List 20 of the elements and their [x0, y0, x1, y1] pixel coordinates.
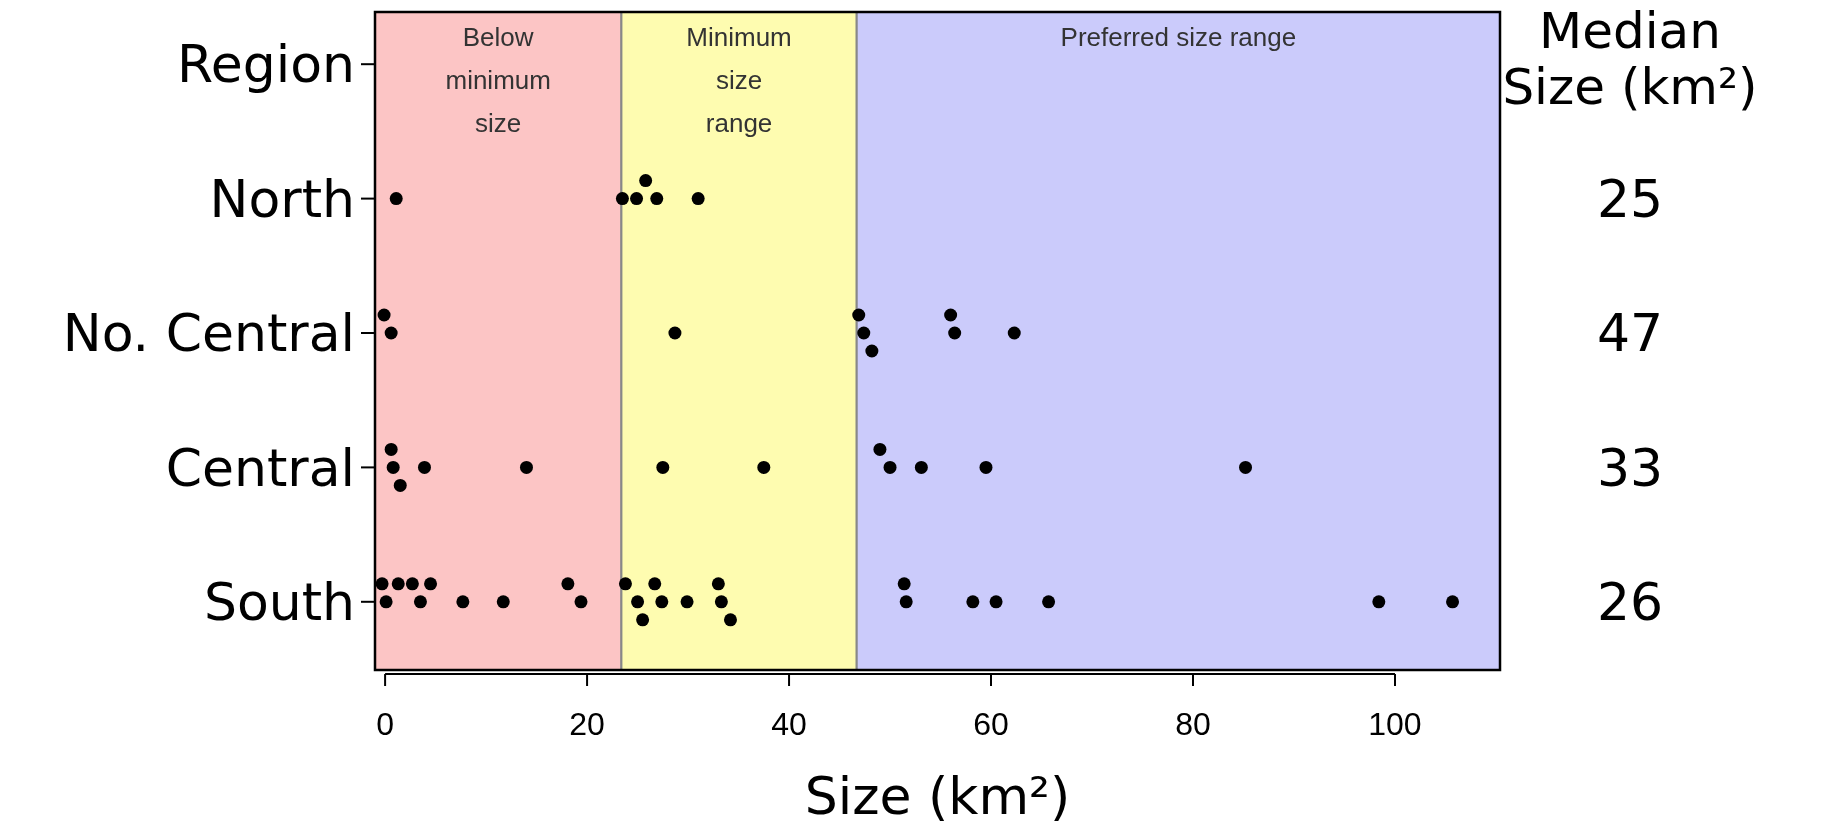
- y-tick-label: Region: [176, 34, 355, 95]
- band-label: Preferred size range: [1060, 22, 1297, 52]
- band-label: Minimum size range: [686, 22, 792, 138]
- x-tick-label: 100: [1368, 706, 1422, 742]
- x-axis-title: Size (km²): [804, 766, 1071, 826]
- band-label: Below minimum size: [445, 22, 551, 138]
- x-tick-label: 60: [973, 706, 1009, 742]
- x-tick-label: 20: [569, 706, 605, 742]
- y2-tick-label: 25: [1596, 168, 1664, 229]
- y2-axis-title: Median Size (km²): [1502, 2, 1758, 116]
- x-tick-label: 80: [1175, 706, 1211, 742]
- x-tick-label: 40: [771, 706, 807, 742]
- y-tick-label: South: [203, 572, 355, 632]
- y2-tick-label: 26: [1596, 572, 1664, 632]
- y-tick-label: No. Central: [62, 303, 355, 364]
- y-tick-label: North: [209, 168, 355, 229]
- y2-tick-label: 33: [1596, 437, 1664, 498]
- x-tick-label: 0: [376, 706, 394, 742]
- y-tick-label: Central: [165, 437, 355, 498]
- y2-tick-label: 47: [1596, 303, 1664, 364]
